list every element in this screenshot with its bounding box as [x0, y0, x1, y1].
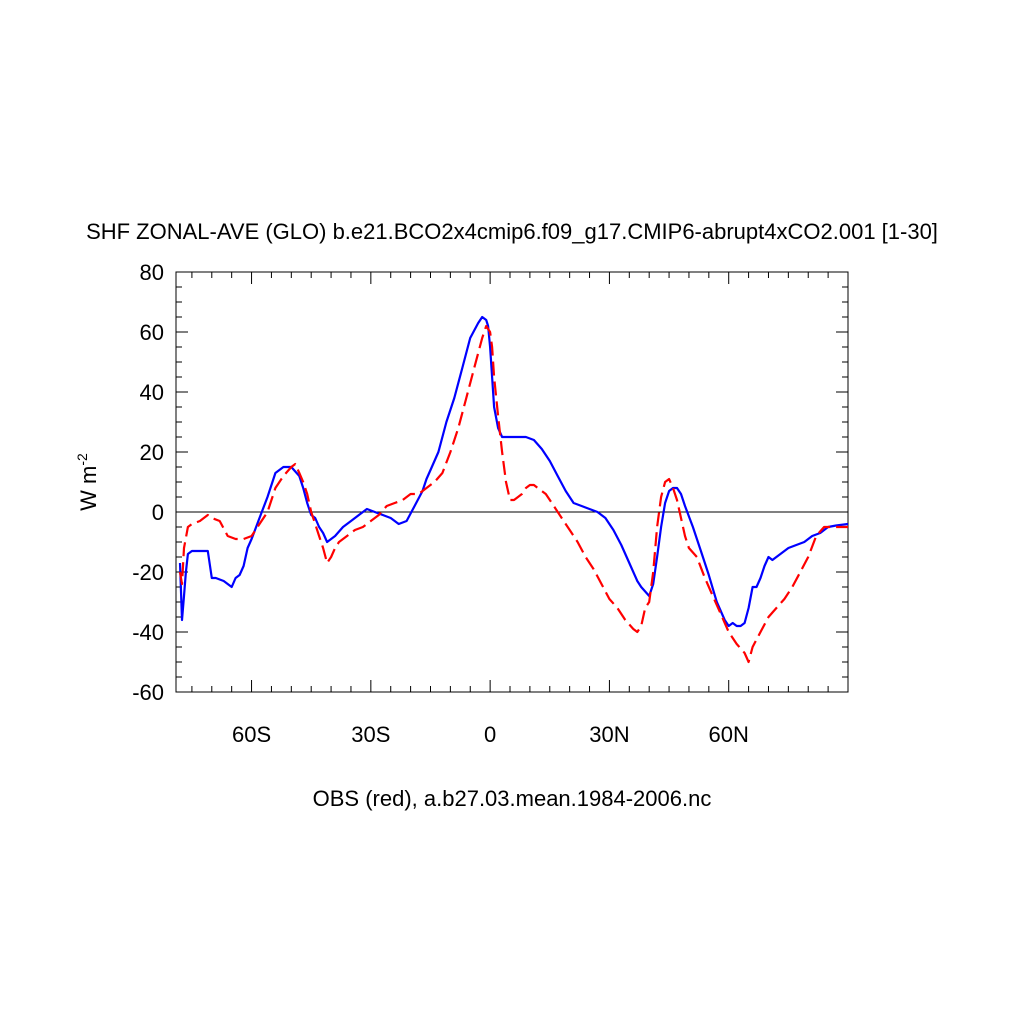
y-tick-label: 80 [140, 260, 164, 285]
y-tick-label: 40 [140, 380, 164, 405]
x-tick-label: 30N [589, 722, 629, 747]
y-tick-label: -20 [132, 560, 164, 585]
series-line-0 [178, 315, 849, 628]
chart-title: SHF ZONAL-AVE (GLO) b.e21.BCO2x4cmip6.f0… [86, 219, 938, 244]
y-tick-label: -60 [132, 680, 164, 705]
series-group [178, 315, 849, 664]
y-axis-label-sup: -2 [74, 453, 90, 466]
plot-frame [175, 271, 849, 693]
x-tick-label: 30S [351, 722, 390, 747]
series-line-1 [178, 324, 848, 664]
x-tick-label: 60N [709, 722, 749, 747]
y-axis-label: W m-2 [74, 453, 101, 511]
y-axis: 80 60 40 20 0 -20 -40 -60 [132, 260, 848, 705]
y-tick-label: -40 [132, 620, 164, 645]
y-tick-label: 60 [140, 320, 164, 345]
x-tick-label: 60S [232, 722, 271, 747]
y-tick-label: 20 [140, 440, 164, 465]
y-tick-label: 0 [152, 500, 164, 525]
x-axis-label: OBS (red), a.b27.03.mean.1984-2006.nc [313, 786, 712, 811]
x-axis: 60S 30S 0 30N 60N [191, 272, 849, 747]
y-axis-label-main: W m [76, 466, 101, 511]
x-tick-label: 0 [484, 722, 496, 747]
